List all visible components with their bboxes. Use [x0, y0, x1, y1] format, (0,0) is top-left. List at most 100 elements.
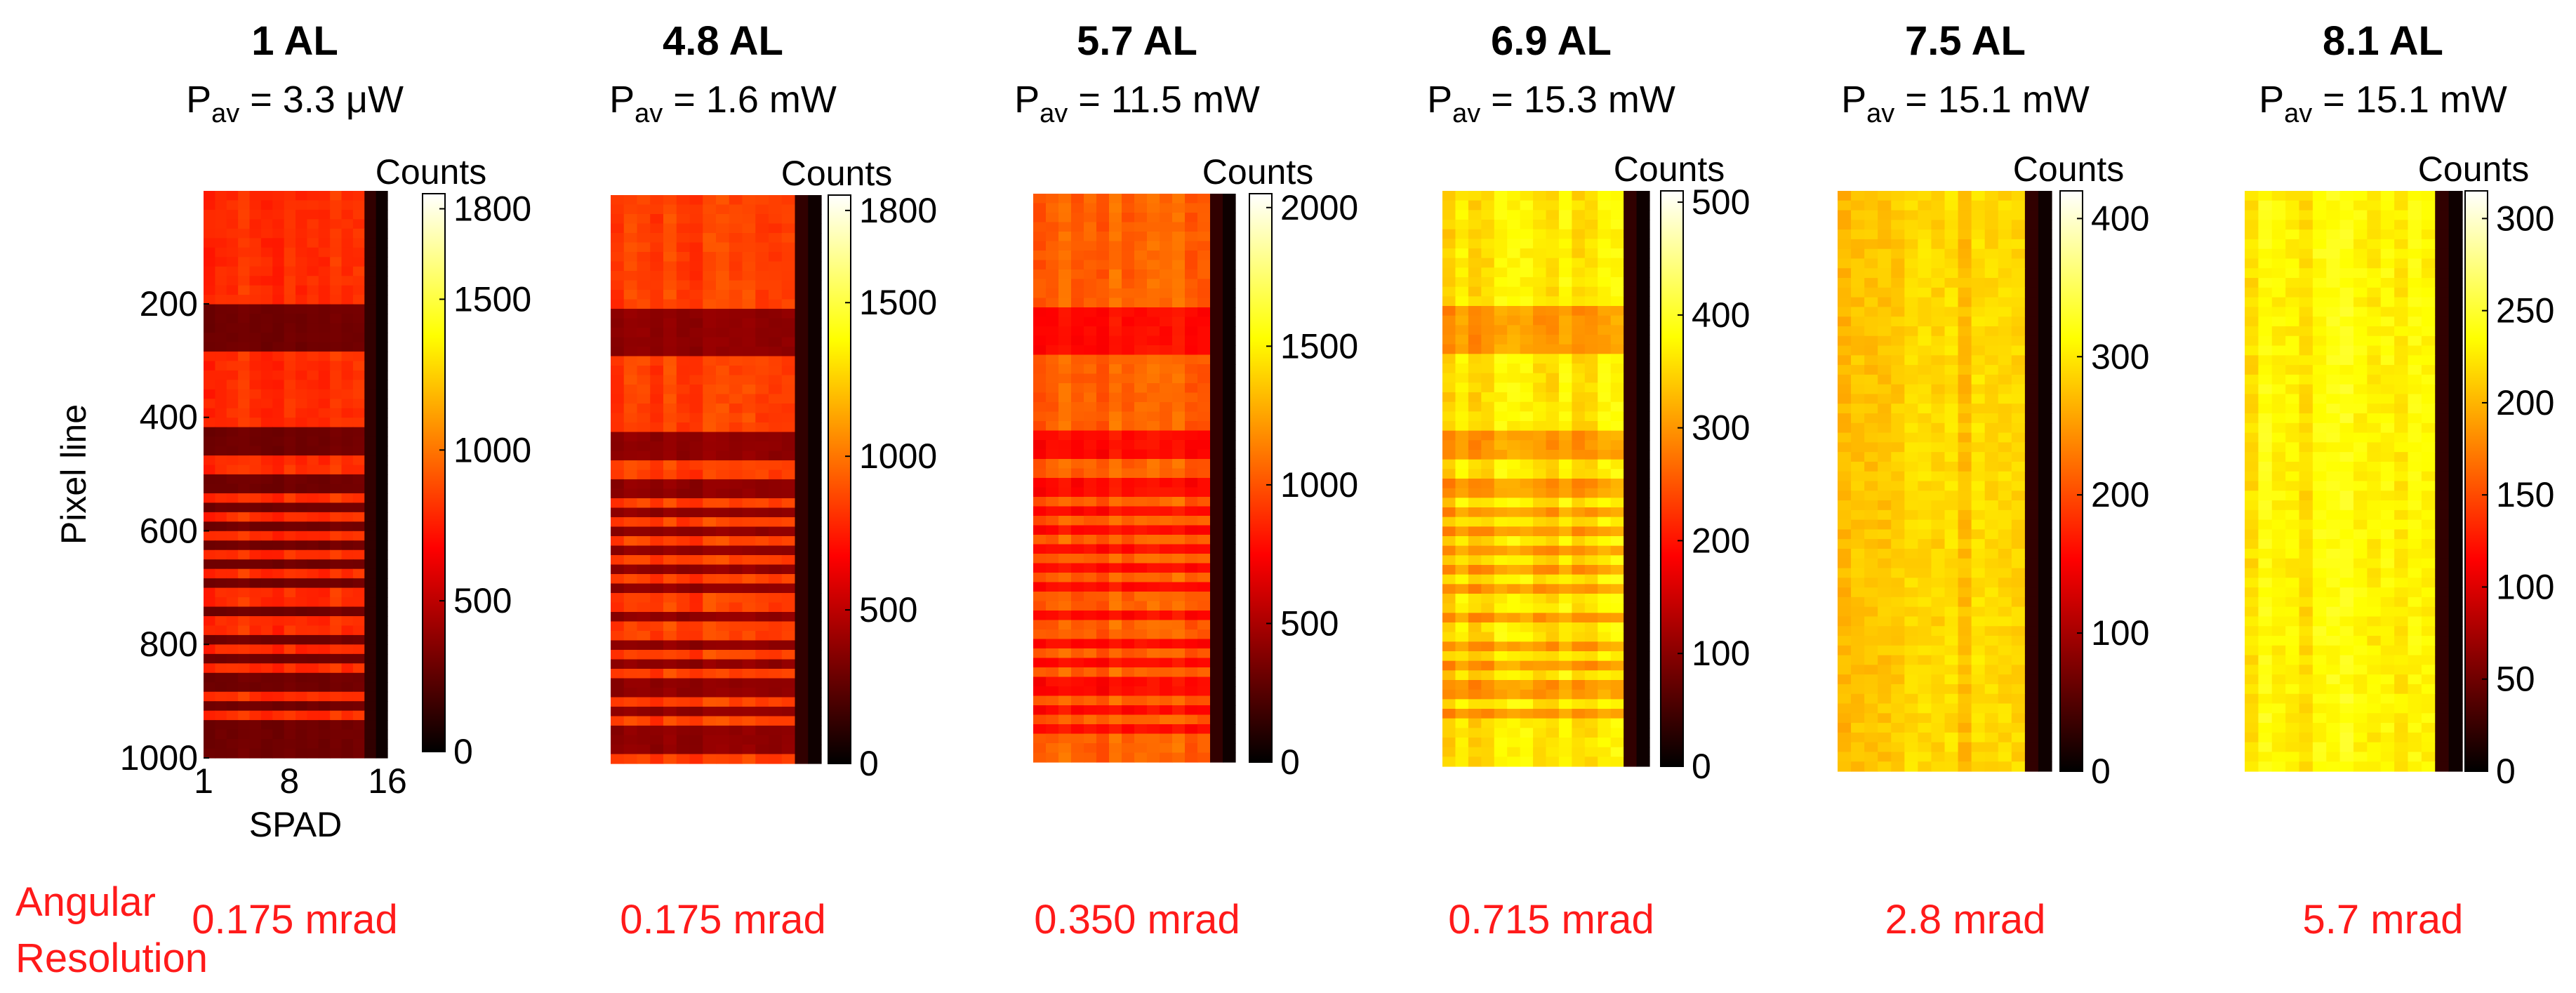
heatmap-cell [781, 735, 796, 745]
heatmap-cell [1998, 200, 2012, 211]
heatmap-cell [1210, 402, 1223, 413]
heatmap-cell [1891, 723, 1905, 733]
heatmap-cell [637, 631, 651, 641]
heatmap-cell [330, 701, 343, 712]
heatmap-cell [318, 228, 331, 239]
heatmap-cell [226, 663, 239, 674]
heatmap-cell [1197, 269, 1211, 280]
heatmap-cell [1223, 686, 1236, 697]
heatmap-cell [215, 559, 227, 570]
heatmap-cell [1944, 509, 1959, 521]
heatmap-cell [1084, 373, 1097, 384]
heatmap-cell [729, 394, 743, 404]
heatmap-cell [1172, 316, 1186, 327]
heatmap-cell [1084, 582, 1097, 592]
heatmap-cell [1533, 325, 1547, 335]
heatmap-cell [769, 469, 783, 480]
heatmap-cell [716, 299, 730, 309]
heatmap-cell [1610, 574, 1624, 585]
heatmap-cell [1210, 544, 1223, 554]
heatmap-cell [1891, 587, 1905, 598]
heatmap-cell [1096, 335, 1110, 346]
heatmap-cell [1998, 481, 2012, 491]
heatmap-cell [1058, 430, 1072, 441]
heatmap-cell [795, 375, 809, 385]
heatmap-cell [296, 739, 307, 749]
heatmap-cell [1572, 479, 1586, 489]
heatmap-cell [249, 333, 262, 343]
heatmap-cell [1096, 677, 1110, 687]
heatmap-cell [1558, 229, 1572, 239]
heatmap-cell [1572, 757, 1586, 767]
heatmap-cell [2312, 220, 2327, 230]
heatmap-cell [1984, 355, 1999, 366]
heatmap-cell [703, 612, 717, 622]
heatmap-cell [1891, 713, 1905, 724]
heatmap-cell [2258, 229, 2273, 240]
heatmap-cell [1455, 641, 1469, 652]
heatmap-cell [249, 285, 262, 295]
heatmap-cell [1455, 239, 1469, 249]
heatmap-cell [1533, 574, 1547, 585]
heatmap-cell [1891, 461, 1905, 472]
heatmap-cell [226, 644, 239, 655]
heatmap-cell [1918, 239, 1932, 250]
heatmap-cell [1033, 392, 1047, 403]
heatmap-cell [1931, 655, 1946, 665]
heatmap-cell [1071, 478, 1084, 488]
heatmap-cell [1134, 686, 1148, 697]
heatmap-cell [1864, 220, 1878, 230]
heatmap-cell [1520, 267, 1534, 278]
heatmap-cell [1918, 529, 1932, 540]
heatmap-cell [1046, 544, 1059, 554]
heatmap-cell [1546, 632, 1560, 642]
heatmap-cell [742, 404, 756, 414]
heatmap-cell [650, 252, 664, 262]
heatmap-cell [215, 739, 227, 749]
heatmap-cell [1958, 674, 1972, 685]
heatmap-cell [729, 375, 743, 385]
heatmap-cell [204, 653, 215, 664]
heatmap-cell [1134, 335, 1148, 346]
heatmap-cell [1058, 743, 1072, 754]
heatmap-cell [2024, 461, 2039, 472]
heatmap-cell [330, 625, 343, 636]
heatmap-cell [637, 593, 651, 604]
heatmap-cell [364, 502, 377, 513]
heatmap-cell [663, 707, 677, 717]
heatmap-cell [1904, 471, 1918, 482]
heatmap-cell [1442, 555, 1456, 566]
heatmap-cell [1455, 622, 1469, 633]
heatmap-cell [1455, 709, 1469, 719]
heatmap-cell [650, 460, 664, 471]
heatmap-cell [2024, 500, 2039, 511]
heatmap-cell [1533, 258, 1547, 268]
heatmap-cell [1971, 191, 1986, 201]
heatmap-cell [1878, 365, 1892, 375]
heatmap-cell [1838, 665, 1852, 675]
heatmap-cell [1455, 699, 1469, 709]
heatmap-cell [1891, 258, 1905, 269]
heatmap-cell [272, 625, 285, 636]
heatmap-cell [1971, 703, 1986, 714]
heatmap-cell [260, 238, 273, 248]
heatmap-cell [318, 521, 331, 532]
heatmap-cell [249, 597, 262, 608]
heatmap-cell [1572, 517, 1586, 527]
heatmap-cell [703, 650, 717, 660]
heatmap-cell [1507, 689, 1521, 700]
heatmap-cell [352, 606, 365, 617]
heatmap-cell [1172, 459, 1186, 469]
heatmap-cell [795, 328, 809, 338]
heatmap-cell [1160, 402, 1173, 413]
heatmap-cell [703, 214, 717, 225]
heatmap-cell [1109, 326, 1122, 337]
heatmap-cell [1160, 724, 1173, 735]
heatmap-cell [1507, 555, 1521, 566]
heatmap-cell [1904, 345, 1918, 356]
heatmap-cell [1223, 506, 1236, 517]
heatmap-cell [2011, 404, 2026, 414]
heatmap-cell [1172, 194, 1186, 204]
heatmap-cell [1598, 459, 1612, 469]
heatmap-cell [650, 242, 664, 253]
